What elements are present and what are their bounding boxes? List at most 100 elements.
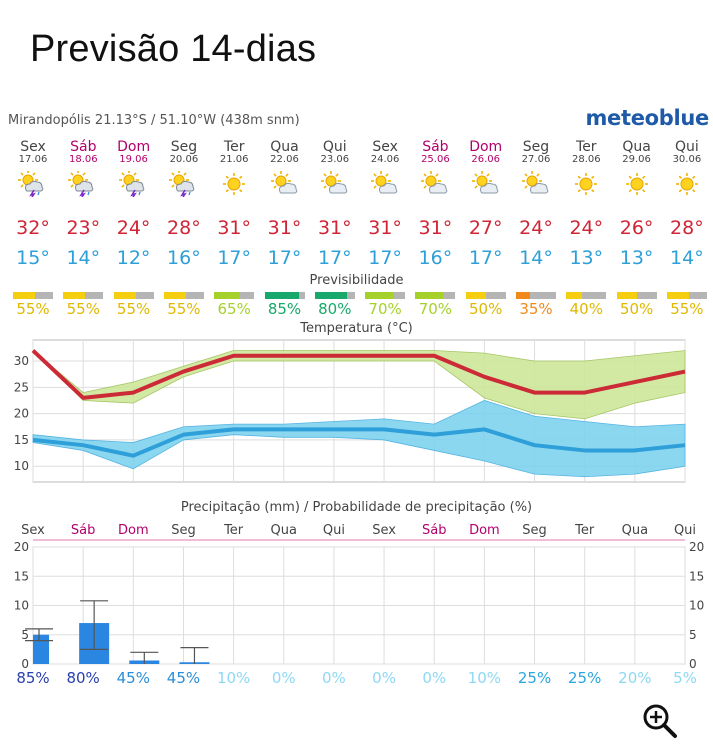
day-name: Qui [322, 139, 347, 155]
y-tick-label-left: 10 [14, 599, 29, 613]
precip-day-label: Dom [118, 523, 149, 538]
page-title: Previsão 14-dias [30, 28, 317, 70]
min-temp: 13° [619, 247, 654, 269]
day-name: Sex [20, 139, 46, 155]
brand-logo[interactable]: meteoblue [585, 106, 709, 130]
y-tick-label-left: 15 [14, 569, 29, 583]
day-date: 28.06 [571, 154, 601, 165]
min-temp: 14° [66, 247, 101, 269]
day-name: Seg [170, 139, 198, 155]
sun-icon [561, 165, 611, 201]
day-column[interactable]: Qua 29.06 [612, 140, 662, 201]
min-temp: 17° [468, 247, 503, 269]
sun-cloud-icon [410, 165, 460, 201]
day-column[interactable]: Seg 20.06 [159, 140, 209, 201]
thunderstorm-icon [159, 165, 209, 201]
day-column[interactable]: Qui 23.06 [310, 140, 360, 201]
min-temp: 13° [569, 247, 604, 269]
y-tick-label-right: 0 [689, 657, 697, 671]
predictability-title: Previsibilidade [309, 273, 404, 288]
day-date: 26.06 [471, 154, 500, 165]
day-date: 23.06 [320, 154, 350, 165]
max-temp-line [31, 349, 686, 400]
precip-day-label: Seg [522, 523, 547, 538]
day-name: Qui [674, 139, 699, 155]
precip-probability: 10% [468, 669, 501, 687]
zoom-icon[interactable] [641, 702, 679, 740]
predictability-bar [264, 292, 305, 299]
precip-probability: 45% [167, 669, 200, 687]
day-date: 29.06 [622, 154, 651, 165]
predictability-value: 85% [267, 300, 302, 318]
predictability-value: 55% [66, 300, 100, 318]
max-temp: 24° [116, 217, 151, 239]
day-column[interactable]: Qui 30.06 [662, 140, 712, 201]
day-column[interactable]: Qua 22.06 [260, 140, 310, 201]
precip-day-label: Qui [674, 523, 696, 538]
day-column[interactable]: Ter 28.06 [561, 140, 611, 201]
predictability-value: 55% [16, 300, 50, 318]
day-column[interactable]: Sex 17.06 [8, 140, 58, 201]
sun-icon [612, 165, 662, 201]
min-temp-band [32, 400, 686, 478]
precip-probability: 0% [272, 669, 296, 687]
day-date: 27.06 [521, 154, 551, 165]
y-tick-label-right: 15 [689, 569, 704, 583]
precip-probability: 5% [673, 669, 697, 687]
max-temp: 31° [368, 217, 402, 239]
day-date: 25.06 [421, 154, 450, 165]
thunderstorm-icon [8, 165, 58, 201]
predictability-bar [566, 292, 607, 299]
predictability-bar [214, 292, 255, 299]
y-tick-label-right: 10 [689, 599, 704, 613]
thunderstorm-icon [109, 165, 159, 201]
location-info: Mirandopólis 21.13°S / 51.10°W (438m snm… [8, 113, 300, 128]
day-name: Qua [270, 139, 299, 155]
y-tick-label: 30 [14, 354, 29, 368]
precip-day-label: Qua [271, 523, 297, 538]
max-temp: 23° [66, 217, 101, 239]
predictability-bar [465, 292, 506, 299]
max-temp: 31° [267, 217, 302, 239]
predictability-value: 55% [116, 300, 151, 318]
day-column[interactable]: Seg 27.06 [511, 140, 561, 201]
precip-day-label: Sex [372, 523, 396, 538]
predictability-value: 50% [469, 300, 503, 318]
day-date: 20.06 [169, 154, 199, 165]
day-column[interactable]: Dom 26.06 [461, 140, 511, 201]
y-tick-label: 10 [14, 459, 29, 473]
max-temp: 28° [167, 217, 201, 239]
predictability-bar [666, 292, 707, 299]
day-date: 19.06 [119, 154, 148, 165]
min-temp: 16° [167, 247, 201, 269]
predictability-bar [365, 292, 406, 299]
precip-probability: 0% [372, 669, 396, 687]
day-column[interactable]: Sáb 18.06 [58, 140, 108, 201]
day-date: 22.06 [270, 154, 299, 165]
thunderstorm-icon [58, 165, 108, 201]
precip-probability: 0% [322, 669, 346, 687]
predictability-value: 65% [217, 300, 251, 318]
precip-day-label: Ter [574, 523, 595, 538]
precip-probability: 10% [217, 669, 250, 687]
precip-bar [33, 634, 49, 664]
day-column[interactable]: Sex 24.06 [360, 140, 410, 201]
max-temp: 28° [670, 217, 704, 239]
day-name: Seg [522, 139, 550, 155]
day-column[interactable]: Dom 19.06 [109, 140, 159, 201]
y-tick-label-right: 20 [689, 540, 704, 554]
min-temp: 17° [217, 247, 252, 269]
day-column[interactable]: Sáb 25.06 [410, 140, 460, 201]
predictability-value: 55% [167, 300, 201, 318]
day-column[interactable]: Ter 21.06 [209, 140, 259, 201]
min-temp-line [32, 427, 686, 458]
day-name: Dom [117, 139, 151, 155]
predictability-value: 55% [670, 300, 704, 318]
precip-day-label: Sex [21, 523, 45, 538]
predictability-bar [113, 292, 154, 299]
predictability-bar [616, 292, 657, 299]
sun-cloud-icon [310, 165, 360, 201]
min-temp: 12° [116, 247, 151, 269]
predictability-value: 35% [519, 300, 553, 318]
precip-probability: 20% [618, 669, 651, 687]
